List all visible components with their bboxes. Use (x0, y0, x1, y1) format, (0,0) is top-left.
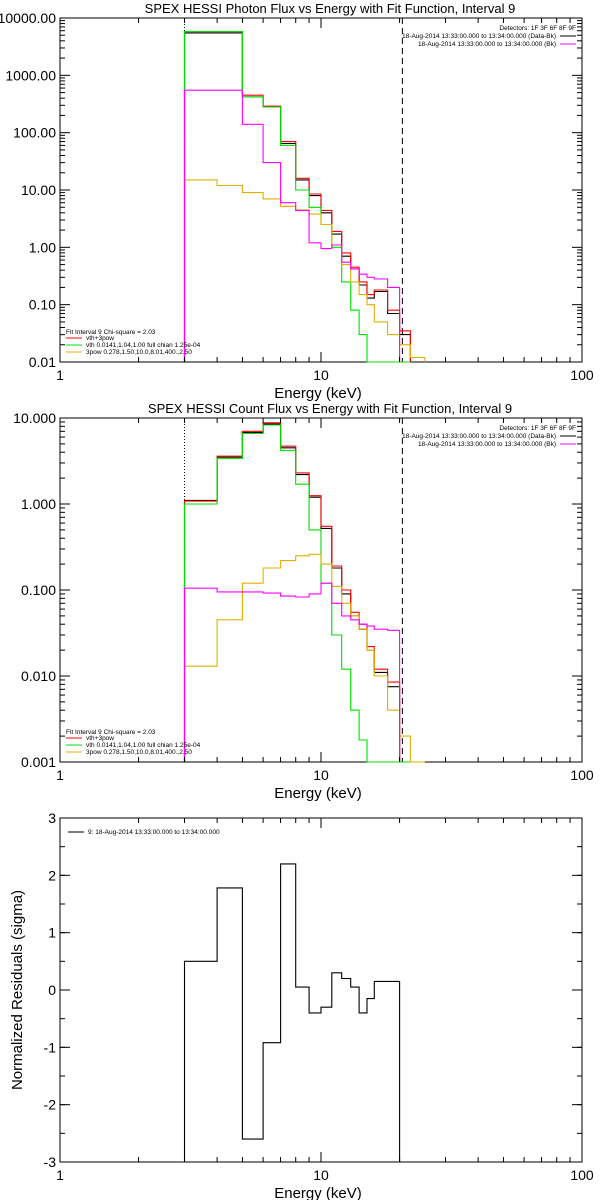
photon-flux-legend-databk: 18-Aug-2014 13:33:00.000 to 13:34:00.000… (402, 33, 556, 40)
count-flux-legend-bk: 18-Aug-2014 13:33:00.000 to 13:34:00.000… (418, 441, 556, 448)
y-tick-label: 10.000 (13, 410, 56, 426)
x-tick-label: 10 (313, 367, 329, 383)
y-tick-label: 10.00 (21, 182, 56, 198)
count-flux-detectors: Detectors: 1F 3F 6F 8F 9F (499, 425, 576, 432)
photon-flux-series (183, 31, 426, 363)
series-vth (183, 424, 411, 763)
count-flux-fit-title: Fit Interval 9 Chi-square = 2.03 (66, 729, 156, 736)
count-flux-legend-databk: 18-Aug-2014 13:33:00.000 to 13:34:00.000… (402, 433, 556, 440)
photon-flux-fit-entry-0: vth+3pow (86, 335, 114, 342)
y-tick-label: 3 (48, 810, 56, 826)
count-flux-fit-entry-0: vth+3pow (86, 735, 114, 742)
count-flux-fit-legend: Fit Interval 9 Chi-square = 2.03 vth+3po… (66, 729, 201, 756)
y-tick-label: 1000.00 (5, 67, 56, 83)
count-flux-fit-entry-1: vth 0.0141,1.04,1.00 full chian 1.25e-04 (86, 742, 201, 749)
photon-flux-plot-frame (59, 17, 583, 363)
series-3pow (183, 179, 426, 362)
photon-flux-y-ticks: 0.01 0.10 1.00 10.00 100.00 1000.00 10000.00 (0, 10, 582, 370)
x-tick-label: 10 (313, 767, 329, 783)
photon-flux-title: SPEX HESSI Photon Flux vs Energy with Fi… (145, 1, 516, 16)
photon-flux-header-legend: Detectors: 1F 3F 6F 8F 9F 18-Aug-2014 13… (402, 25, 576, 48)
residuals-x-axis-label: Energy (keV) (274, 1185, 362, 1200)
count-flux-series (183, 422, 425, 763)
residuals-legend: 9: 18-Aug-2014 13:33:00.000 to 13:34:00.… (68, 829, 220, 836)
residuals-series (183, 863, 401, 1162)
count-flux-fit-entry-2: 3pow 0.278,1.50,10.0,8.01,400.,2.50 (86, 749, 192, 756)
y-tick-label: 0 (48, 982, 56, 998)
photon-flux-panel: SPEX HESSI Photon Flux vs Energy with Fi… (0, 1, 594, 402)
x-tick-label: 100 (570, 367, 594, 383)
x-tick-label: 100 (570, 1167, 594, 1183)
x-tick-label: 10 (313, 1167, 329, 1183)
count-flux-x-axis-label: Energy (keV) (274, 785, 362, 802)
y-tick-label: 0.100 (21, 582, 56, 598)
y-tick-label: 2 (48, 867, 56, 883)
count-flux-panel: SPEX HESSI Count Flux vs Energy with Fit… (13, 401, 594, 802)
x-tick-label: 1 (56, 767, 64, 783)
series-bk (183, 582, 401, 762)
series-vth-3pow (183, 31, 411, 362)
residuals-y-ticks: -3 -2 -1 0 1 2 3 (44, 810, 582, 1170)
photon-flux-fit-legend: Fit Interval 9 Chi-square = 2.03 vth+3po… (66, 329, 201, 356)
residuals-x-ticks: 1 10 100 (56, 818, 594, 1183)
y-tick-label: -1 (44, 1039, 57, 1055)
series-data-bk (183, 32, 411, 362)
series-data-bk (183, 423, 411, 763)
photon-flux-fit-title: Fit Interval 9 Chi-square = 2.03 (66, 329, 156, 336)
series-bk (183, 89, 401, 362)
residuals-y-axis-label: Normalized Residuals (sigma) (9, 890, 26, 1090)
y-tick-label: -2 (44, 1097, 57, 1113)
series-series (183, 863, 401, 1162)
count-flux-x-ticks: 1 10 100 (56, 418, 594, 783)
y-tick-label: 10000.00 (0, 10, 56, 26)
photon-flux-x-ticks: 1 10 100 (56, 18, 594, 383)
series-3pow (183, 553, 425, 763)
photon-flux-legend-bk: 18-Aug-2014 13:33:00.000 to 13:34:00.000… (418, 41, 556, 48)
photon-flux-vlines (184, 18, 403, 362)
y-tick-label: 1.00 (29, 239, 56, 255)
count-flux-title: SPEX HESSI Count Flux vs Energy with Fit… (148, 401, 512, 416)
series-vth (183, 31, 411, 363)
x-tick-label: 100 (570, 767, 594, 783)
residuals-legend-label: 9: 18-Aug-2014 13:33:00.000 to 13:34:00.… (88, 829, 220, 836)
photon-flux-detectors: Detectors: 1F 3F 6F 8F 9F (499, 25, 576, 32)
x-tick-label: 1 (56, 367, 64, 383)
photon-flux-fit-entry-2: 3pow 0.278,1.50,10.0,8.01,400.,2.50 (86, 349, 192, 356)
y-tick-label: 1 (48, 925, 56, 941)
y-tick-label: 100.00 (13, 125, 56, 141)
residuals-plot-frame (59, 817, 583, 1163)
y-tick-label: 0.01 (29, 354, 56, 370)
photon-flux-x-axis-label: Energy (keV) (274, 385, 362, 402)
y-tick-label: 0.001 (21, 754, 56, 770)
y-tick-label: -3 (44, 1154, 57, 1170)
x-tick-label: 1 (56, 1167, 64, 1183)
count-flux-header-legend: Detectors: 1F 3F 6F 8F 9F 18-Aug-2014 13… (402, 425, 576, 448)
y-tick-label: 1.000 (21, 496, 56, 512)
y-tick-label: 0.10 (29, 297, 56, 313)
residuals-panel: 1 10 100 -3 -2 -1 0 1 2 3 Energy (keV) Normalize… (9, 810, 594, 1200)
y-tick-label: 0.010 (21, 668, 56, 684)
count-flux-y-ticks: 0.001 0.010 0.100 1.000 10.000 (13, 410, 582, 770)
photon-flux-fit-entry-1: vth 0.0141,1.04,1.00 full chian 1.25e-04 (86, 342, 201, 349)
